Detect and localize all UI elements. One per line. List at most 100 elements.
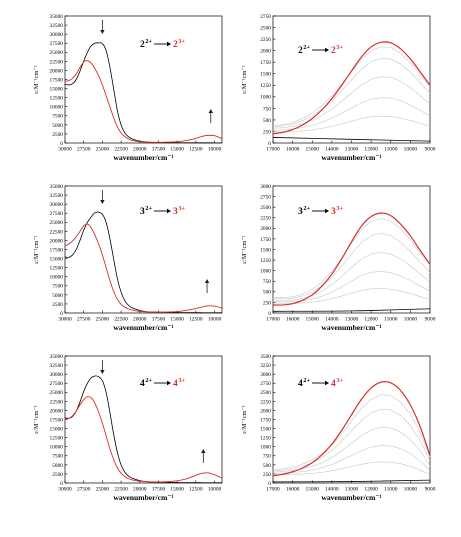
x-tick-label: 16000 xyxy=(286,147,300,153)
y-tick-label: 12500 xyxy=(50,266,64,272)
oxidized-charge-label: 3+ xyxy=(178,38,185,45)
y-tick-label: 1000 xyxy=(260,269,271,275)
oxidized-species-label: 2 xyxy=(331,46,336,56)
x-tick-label: 13000 xyxy=(345,487,359,493)
y-tick-label: 17500 xyxy=(50,77,64,83)
reduced-species-label: 2 xyxy=(298,46,303,56)
x-tick-label: 11000 xyxy=(384,317,398,323)
y-tick-label: 2750 xyxy=(260,194,271,200)
reduced-charge-label: 2+ xyxy=(303,44,310,51)
redox-annotation: 4 2+ 4 3+ xyxy=(140,377,185,389)
y-tick-label: 750 xyxy=(263,279,271,285)
y-tick-label: 1000 xyxy=(260,95,271,101)
y-tick-label: 250 xyxy=(263,300,271,306)
arrow-right-icon-head xyxy=(325,47,329,53)
x-tick-label: 27500 xyxy=(77,487,91,493)
y-tick-label: 2750 xyxy=(260,381,271,387)
x-tick-label: 15000 xyxy=(170,317,184,323)
oxidized-charge-label: 3+ xyxy=(336,205,343,212)
arrow-down-icon-head xyxy=(100,200,105,204)
x-tick-label: 14000 xyxy=(325,147,339,153)
y-tick-label: 15000 xyxy=(50,86,64,92)
x-tick-label: 12500 xyxy=(189,487,203,493)
x-tick-label: 10000 xyxy=(404,147,418,153)
x-tick-label: 9000 xyxy=(425,487,436,493)
y-axis-title: ε/M⁻¹cm⁻¹ xyxy=(241,405,248,434)
y-tick-label: 1750 xyxy=(260,237,271,243)
y-tick-label: 1500 xyxy=(260,426,271,432)
x-tick-label: 12000 xyxy=(364,487,378,493)
y-tick-label: 30000 xyxy=(50,202,64,208)
plot-frame xyxy=(64,185,223,314)
intermediate-spectrum-line xyxy=(272,461,431,476)
y-tick-label: 20000 xyxy=(50,68,64,74)
y-tick-label: 35000 xyxy=(50,184,64,190)
x-tick-label: 20000 xyxy=(133,317,147,323)
y-tick-label: 2250 xyxy=(260,399,271,405)
y-tick-label: 32500 xyxy=(50,363,64,369)
y-tick-label: 3500 xyxy=(260,354,271,360)
x-tick-label: 30000 xyxy=(58,487,72,493)
y-tick-label: 1500 xyxy=(260,72,271,78)
y-tick-label: 0 xyxy=(268,141,271,147)
y-tick-label: 35000 xyxy=(50,354,64,360)
x-tick-label: 17500 xyxy=(152,317,166,323)
arrow-right-icon-head xyxy=(167,380,171,386)
y-tick-label: 32500 xyxy=(50,23,64,29)
x-tick-label: 9000 xyxy=(425,317,436,323)
arrow-right-icon-head xyxy=(167,208,171,214)
y-tick-label: 17500 xyxy=(50,417,64,423)
oxidized-species-label: 3 xyxy=(331,207,336,217)
y-tick-label: 1500 xyxy=(260,247,271,253)
y-tick-label: 250 xyxy=(263,129,271,135)
y-tick-label: 27500 xyxy=(50,41,64,47)
x-tick-label: 11000 xyxy=(384,147,398,153)
y-tick-label: 2500 xyxy=(52,472,63,478)
x-axis-title: wavenumber/cm⁻¹ xyxy=(321,323,381,332)
redox-annotation: 2 2+ 2 3+ xyxy=(298,44,343,56)
reduced-spectrum-line xyxy=(64,42,223,144)
x-tick-label: 22500 xyxy=(114,317,128,323)
y-tick-label: 1000 xyxy=(260,445,271,451)
x-tick-label: 13000 xyxy=(345,147,359,153)
x-axis-title: wavenumber/cm⁻¹ xyxy=(113,493,173,502)
y-tick-label: 2500 xyxy=(52,132,63,138)
arrow-up-icon-head xyxy=(204,279,210,283)
oxidized-charge-label: 3+ xyxy=(336,44,343,51)
y-tick-label: 27500 xyxy=(50,381,64,387)
y-tick-label: 3250 xyxy=(260,363,271,369)
y-tick-label: 27500 xyxy=(50,211,64,217)
y-tick-label: 7500 xyxy=(52,454,63,460)
x-tick-label: 25000 xyxy=(96,317,110,323)
y-tick-label: 0 xyxy=(268,311,271,317)
x-tick-label: 16000 xyxy=(286,487,300,493)
y-tick-label: 5000 xyxy=(52,123,63,129)
reduced-species-label: 4 xyxy=(140,379,145,389)
x-tick-label: 16000 xyxy=(286,317,300,323)
intermediate-spectrum-line xyxy=(272,288,431,304)
x-axis-title: wavenumber/cm⁻¹ xyxy=(113,323,173,332)
y-tick-label: 2250 xyxy=(260,216,271,222)
intermediate-spectrum-line xyxy=(272,46,431,126)
y-tick-label: 2000 xyxy=(260,226,271,232)
y-tick-label: 22500 xyxy=(50,229,64,235)
y-tick-label: 1250 xyxy=(260,83,271,89)
chart-panel-4-zoom: 17000 16000 15000 14000 13000 12000 11000 10000… xyxy=(241,354,436,502)
y-axis-title: ε/M⁻¹cm⁻¹ xyxy=(33,235,40,264)
intermediate-spectrum-line xyxy=(272,218,431,298)
redox-annotation: 3 2+ 3 3+ xyxy=(140,205,185,217)
y-axis-title: ε/M⁻¹cm⁻¹ xyxy=(241,65,248,94)
y-tick-label: 0 xyxy=(60,141,63,147)
x-axis-title: wavenumber/cm⁻¹ xyxy=(113,153,173,162)
reduced-species-label: 2 xyxy=(140,40,145,50)
arrow-right-icon-head xyxy=(167,41,171,47)
intermediate-spectrum-line xyxy=(272,233,431,300)
y-tick-label: 0 xyxy=(60,311,63,317)
intermediate-spectrum-line xyxy=(272,76,431,129)
y-tick-label: 500 xyxy=(263,290,271,296)
y-tick-label: 22500 xyxy=(50,59,64,65)
y-tick-label: 5000 xyxy=(52,463,63,469)
reduced-charge-label: 2+ xyxy=(145,377,152,384)
arrow-up-icon-head xyxy=(201,449,206,453)
y-tick-label: 20000 xyxy=(50,408,64,414)
